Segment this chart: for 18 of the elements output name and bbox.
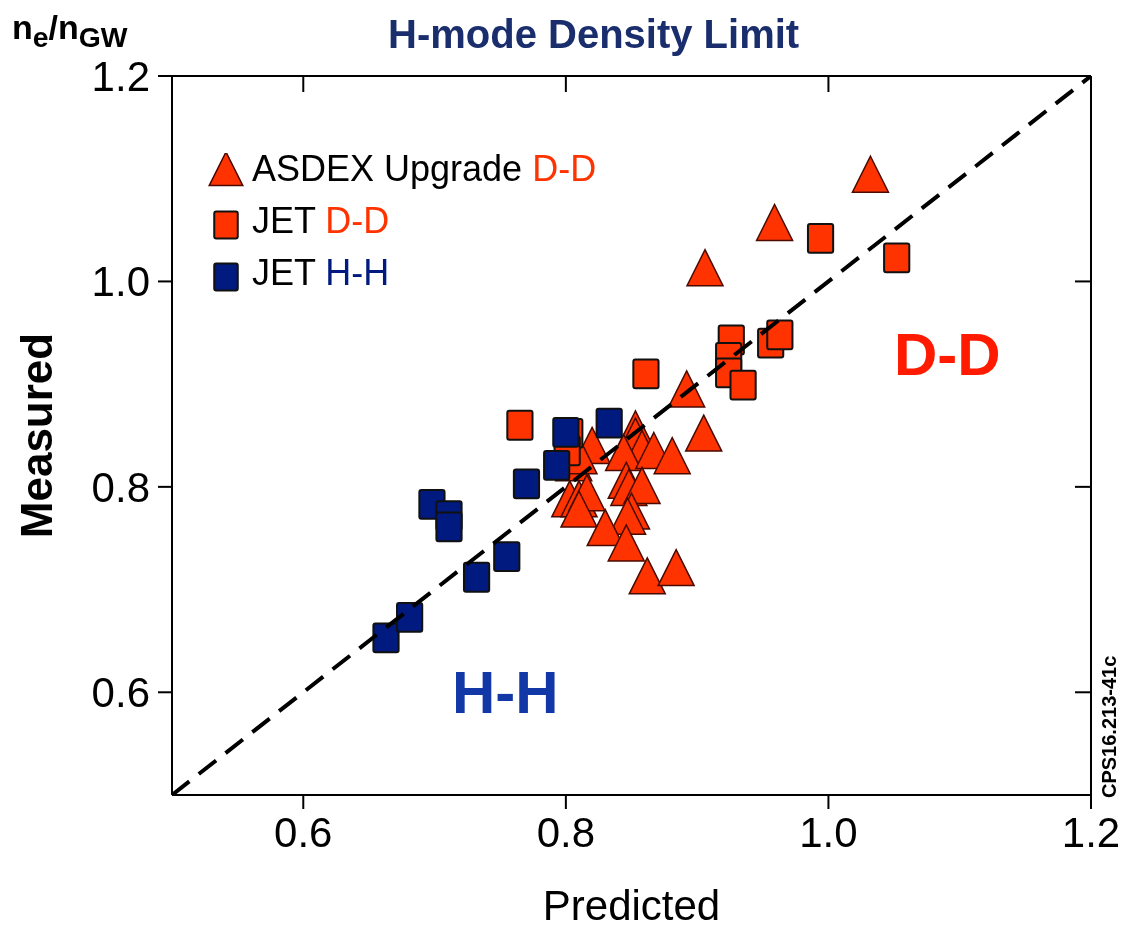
legend-label: ASDEX Upgrade D-D <box>252 148 597 189</box>
text: CPS16.213-41c <box>1098 655 1121 798</box>
y-tick-label: 1.0 <box>91 258 150 306</box>
x-tick-label: 0.8 <box>536 808 596 856</box>
x-tick-label: 1.2 <box>1061 808 1121 856</box>
y-axis-title: Measured <box>11 332 61 539</box>
legend-label: JET D-D <box>252 200 390 241</box>
annotation: H-H <box>452 658 559 727</box>
chart-title: H-mode Density Limit <box>388 12 800 57</box>
legend-label: JET H-H <box>252 252 390 293</box>
x-tick-label: 0.6 <box>274 808 333 856</box>
y-tick-label: 0.8 <box>91 463 150 511</box>
annotation: D-D <box>894 320 1001 389</box>
y-tick-label: 0.6 <box>91 669 150 717</box>
x-tick-label: 1.0 <box>799 808 858 856</box>
text: n$_{e}$/n$_{GW}$ <box>12 8 128 54</box>
y-tick-label: 1.2 <box>91 52 150 100</box>
x-axis-title: Predicted <box>542 882 721 929</box>
